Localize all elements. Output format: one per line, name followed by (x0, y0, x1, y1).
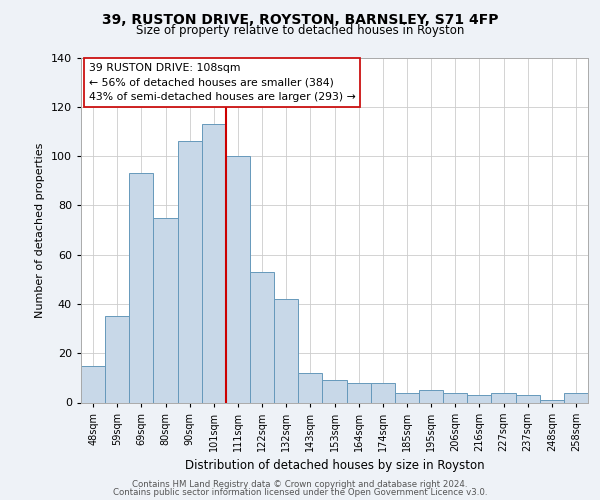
Bar (178, 142, 202, 402)
Bar (395, 392, 419, 402)
Bar (371, 383, 395, 402)
Bar (226, 156, 250, 402)
Text: Size of property relative to detached houses in Royston: Size of property relative to detached ho… (136, 24, 464, 37)
Bar (540, 400, 564, 402)
Text: 39, RUSTON DRIVE, ROYSTON, BARNSLEY, S71 4FP: 39, RUSTON DRIVE, ROYSTON, BARNSLEY, S71… (102, 14, 498, 28)
Bar (81, 366, 105, 403)
Text: Contains HM Land Registry data © Crown copyright and database right 2024.: Contains HM Land Registry data © Crown c… (132, 480, 468, 489)
Bar (250, 272, 274, 402)
Bar (491, 392, 515, 402)
Bar (154, 218, 178, 402)
Bar (322, 380, 347, 402)
Bar (105, 316, 129, 402)
Bar (419, 390, 443, 402)
Y-axis label: Number of detached properties: Number of detached properties (35, 142, 45, 318)
Bar (298, 373, 322, 402)
Text: 39 RUSTON DRIVE: 108sqm
← 56% of detached houses are smaller (384)
43% of semi-d: 39 RUSTON DRIVE: 108sqm ← 56% of detache… (89, 62, 355, 102)
Bar (202, 124, 226, 402)
Bar (564, 392, 588, 402)
Bar (347, 383, 371, 402)
Bar (467, 395, 491, 402)
X-axis label: Distribution of detached houses by size in Royston: Distribution of detached houses by size … (185, 460, 484, 472)
Bar (274, 299, 298, 403)
Text: Contains public sector information licensed under the Open Government Licence v3: Contains public sector information licen… (113, 488, 487, 497)
Bar (443, 392, 467, 402)
Bar (515, 395, 540, 402)
Bar (129, 174, 154, 402)
